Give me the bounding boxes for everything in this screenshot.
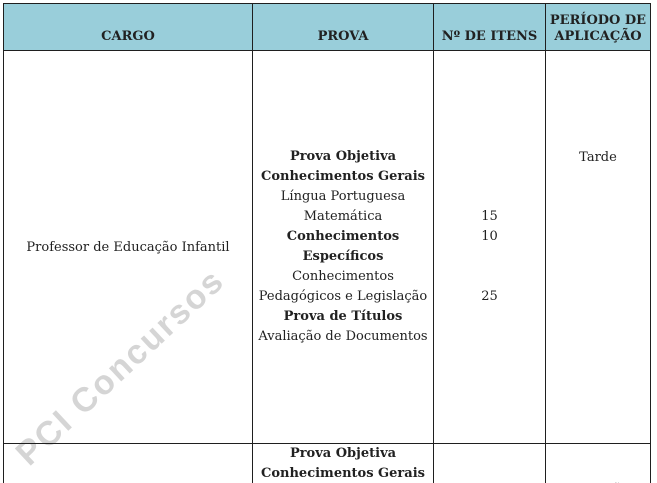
prova-line: Específicos bbox=[302, 249, 384, 264]
table-row-professor-educacao-infantil: Professor de Educação Infantil Prova Obj… bbox=[3, 50, 651, 444]
itens-value: 10 bbox=[481, 229, 498, 244]
prova-line: Matemática bbox=[303, 209, 383, 224]
prova-line: Língua Portuguesa bbox=[280, 189, 406, 204]
itens-cell: 15 10 bbox=[433, 443, 546, 483]
cargo-value: Professor de Educação Infantil bbox=[26, 239, 230, 255]
itens-value bbox=[434, 147, 545, 167]
periodo-cell: Tarde bbox=[545, 50, 651, 444]
itens-value bbox=[434, 267, 545, 287]
prova-line: Pedagógicos e Legislação bbox=[258, 289, 428, 304]
periodo-value: Tarde bbox=[579, 150, 617, 165]
exam-table: CARGO PROVA Nº DE ITENS PERÍODO DE APLIC… bbox=[3, 3, 651, 483]
header-itens-label: Nº DE ITENS bbox=[441, 29, 538, 44]
prova-line: Prova de Títulos bbox=[283, 309, 403, 324]
prova-line: Conhecimentos Gerais bbox=[261, 466, 425, 481]
itens-value: 25 bbox=[481, 289, 498, 304]
table-header-row: CARGO PROVA Nº DE ITENS PERÍODO DE APLIC… bbox=[3, 3, 651, 51]
header-periodo: PERÍODO DE APLICAÇÃO bbox=[545, 3, 651, 51]
prova-cell: Prova Objetiva Conhecimentos Gerais Líng… bbox=[252, 443, 434, 483]
prova-line: Prova Objetiva bbox=[289, 149, 397, 164]
prova-cell: Prova Objetiva Conhecimentos Gerais Líng… bbox=[252, 50, 434, 444]
header-cargo-label: CARGO bbox=[101, 29, 155, 44]
header-itens: Nº DE ITENS bbox=[433, 3, 546, 51]
periodo-cell: Manhã bbox=[545, 443, 651, 483]
prova-line: Conhecimentos Gerais bbox=[261, 169, 425, 184]
itens-cell: 15 10 25 bbox=[433, 50, 546, 444]
itens-value bbox=[434, 327, 545, 347]
itens-lines: 15 10 bbox=[434, 444, 545, 483]
header-cargo: CARGO bbox=[3, 3, 253, 51]
itens-value: 15 bbox=[481, 209, 498, 224]
cargo-cell: Professor de Educação Infantil bbox=[3, 50, 253, 444]
prova-line: Prova Objetiva bbox=[289, 446, 397, 461]
prova-lines: Prova Objetiva Conhecimentos Gerais Líng… bbox=[253, 147, 433, 347]
header-prova: PROVA bbox=[252, 3, 434, 51]
itens-value bbox=[434, 187, 545, 207]
itens-value bbox=[434, 464, 545, 483]
prova-lines: Prova Objetiva Conhecimentos Gerais Líng… bbox=[253, 444, 433, 483]
prova-line: Avaliação de Documentos bbox=[258, 329, 428, 344]
header-periodo-label: PERÍODO DE APLICAÇÃO bbox=[549, 13, 647, 44]
prova-line: Conhecimentos bbox=[286, 229, 400, 244]
itens-value bbox=[434, 307, 545, 327]
prova-line: Conhecimentos bbox=[292, 269, 394, 284]
itens-value bbox=[434, 167, 545, 187]
table-row-professor-i: Professor I Prova Objetiva Conhecimentos… bbox=[3, 443, 651, 483]
header-prova-label: PROVA bbox=[317, 29, 369, 44]
itens-value bbox=[434, 444, 545, 464]
cargo-cell: Professor I bbox=[3, 443, 253, 483]
itens-value bbox=[434, 247, 545, 267]
itens-lines: 15 10 25 bbox=[434, 147, 545, 347]
